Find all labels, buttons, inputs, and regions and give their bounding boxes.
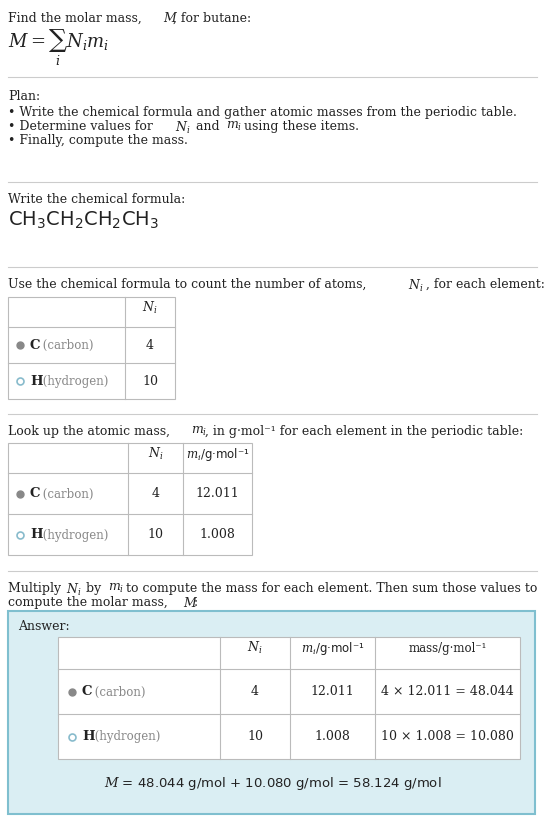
Text: • Write the chemical formula and gather atomic masses from the periodic table.: • Write the chemical formula and gather … bbox=[8, 106, 517, 119]
Text: (carbon): (carbon) bbox=[91, 685, 146, 698]
Text: C: C bbox=[30, 338, 40, 351]
Bar bbox=[8, 297, 175, 400]
Text: $N_i$: $N_i$ bbox=[148, 446, 164, 462]
Text: 10 × 1.008 = 10.080: 10 × 1.008 = 10.080 bbox=[381, 730, 514, 743]
Text: Look up the atomic mass,: Look up the atomic mass, bbox=[8, 424, 174, 437]
Text: C: C bbox=[82, 685, 93, 698]
Text: compute the molar mass,: compute the molar mass, bbox=[8, 595, 172, 609]
Text: $M = \sum_i N_i m_i$: $M = \sum_i N_i m_i$ bbox=[8, 28, 109, 68]
Text: to compute the mass for each element. Then sum those values to: to compute the mass for each element. Th… bbox=[122, 581, 537, 595]
Text: $N_i$: $N_i$ bbox=[142, 300, 158, 315]
Text: , for butane:: , for butane: bbox=[173, 12, 251, 25]
Text: (hydrogen): (hydrogen) bbox=[91, 730, 160, 743]
Text: H: H bbox=[30, 528, 43, 541]
Bar bbox=[8, 443, 252, 555]
Text: (carbon): (carbon) bbox=[39, 338, 94, 351]
Text: by: by bbox=[82, 581, 105, 595]
Text: $\mathregular{CH_3CH_2CH_2CH_3}$: $\mathregular{CH_3CH_2CH_2CH_3}$ bbox=[8, 210, 159, 231]
Text: $N_i$: $N_i$ bbox=[175, 120, 191, 136]
Text: • Finally, compute the mass.: • Finally, compute the mass. bbox=[8, 133, 188, 147]
Text: using these items.: using these items. bbox=[240, 120, 359, 133]
Text: H: H bbox=[30, 374, 43, 387]
Text: 1.008: 1.008 bbox=[199, 528, 235, 541]
Text: $N_i$: $N_i$ bbox=[247, 639, 263, 655]
Text: 4: 4 bbox=[146, 338, 154, 351]
Text: (carbon): (carbon) bbox=[39, 487, 94, 500]
Text: $M$ = 48.044 g/mol + 10.080 g/mol = 58.124 g/mol: $M$ = 48.044 g/mol + 10.080 g/mol = 58.1… bbox=[104, 774, 441, 791]
Text: and: and bbox=[192, 120, 223, 133]
Text: 12.011: 12.011 bbox=[311, 685, 354, 698]
Text: mass/g·mol⁻¹: mass/g·mol⁻¹ bbox=[408, 641, 487, 654]
Text: Answer:: Answer: bbox=[18, 619, 70, 632]
Text: Multiply: Multiply bbox=[8, 581, 65, 595]
Text: 4: 4 bbox=[251, 685, 259, 698]
Text: :: : bbox=[194, 595, 198, 609]
Text: Find the molar mass,: Find the molar mass, bbox=[8, 12, 146, 25]
Text: 10: 10 bbox=[142, 374, 158, 387]
Bar bbox=[8, 611, 535, 814]
Text: $m_i$: $m_i$ bbox=[108, 581, 124, 595]
Text: (hydrogen): (hydrogen) bbox=[39, 528, 108, 541]
Text: Use the chemical formula to count the number of atoms,: Use the chemical formula to count the nu… bbox=[8, 278, 371, 291]
Text: 4 × 12.011 = 48.044: 4 × 12.011 = 48.044 bbox=[381, 685, 514, 698]
Text: $m_i$/g·mol⁻¹: $m_i$/g·mol⁻¹ bbox=[301, 639, 364, 656]
Text: 10: 10 bbox=[247, 730, 263, 743]
Text: 12.011: 12.011 bbox=[196, 487, 239, 500]
Text: $N_i$: $N_i$ bbox=[66, 581, 82, 597]
Text: , for each element:: , for each element: bbox=[426, 278, 545, 291]
Text: $m_i$: $m_i$ bbox=[191, 424, 207, 437]
Text: • Determine values for: • Determine values for bbox=[8, 120, 157, 133]
Text: $M$: $M$ bbox=[183, 595, 198, 609]
Bar bbox=[58, 637, 520, 759]
Text: Plan:: Plan: bbox=[8, 90, 40, 103]
Text: C: C bbox=[30, 487, 40, 500]
Text: (hydrogen): (hydrogen) bbox=[39, 374, 108, 387]
Text: 4: 4 bbox=[152, 487, 160, 500]
Text: 10: 10 bbox=[148, 528, 164, 541]
Text: Write the chemical formula:: Write the chemical formula: bbox=[8, 192, 185, 206]
Text: , in g·mol⁻¹ for each element in the periodic table:: , in g·mol⁻¹ for each element in the per… bbox=[205, 424, 523, 437]
Text: $m_i$/g·mol⁻¹: $m_i$/g·mol⁻¹ bbox=[186, 446, 249, 463]
Text: M: M bbox=[163, 12, 175, 25]
Text: H: H bbox=[82, 730, 95, 743]
Text: 1.008: 1.008 bbox=[314, 730, 350, 743]
Text: $m_i$: $m_i$ bbox=[226, 120, 242, 133]
Text: $N_i$: $N_i$ bbox=[408, 278, 423, 294]
